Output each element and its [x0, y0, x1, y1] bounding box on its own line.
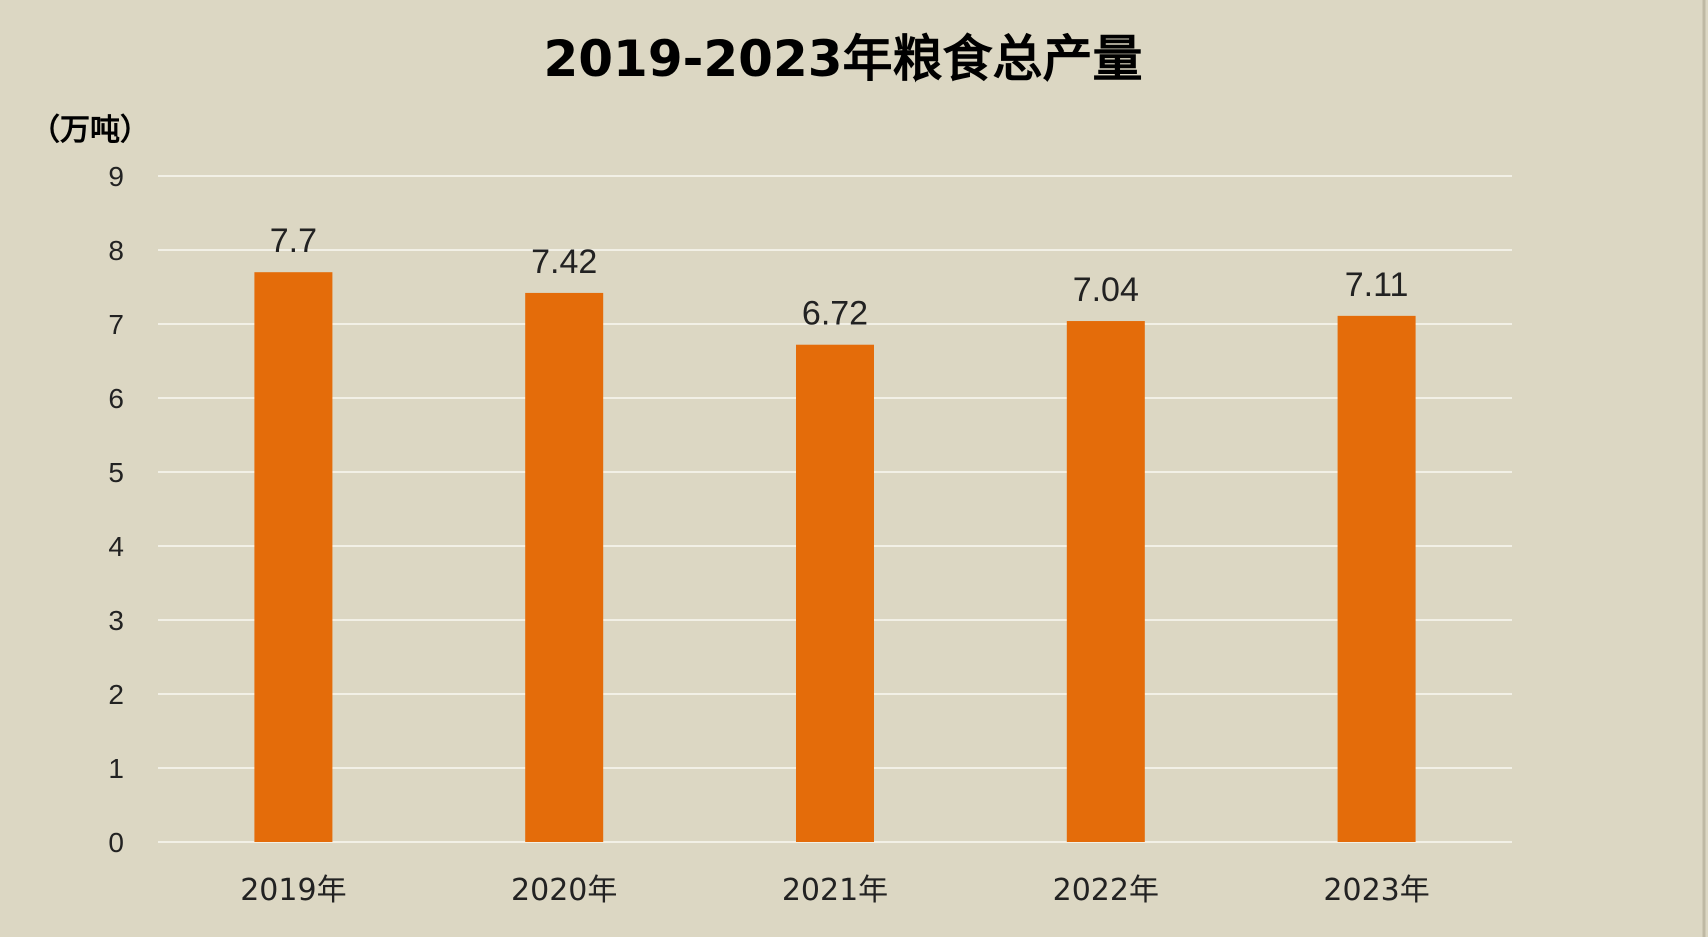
data-labels: 7.7 7.42 6.72 7.04 7.11: [270, 222, 1409, 333]
y-axis-unit-label: （万吨）: [30, 113, 150, 148]
x-category-label: 2022年: [1053, 873, 1159, 908]
bar-1: [254, 272, 333, 842]
y-tick-label: 7: [108, 309, 124, 340]
x-category-label: 2021年: [782, 873, 888, 908]
bar-5: [1337, 315, 1416, 842]
x-category-label: 2020年: [511, 873, 617, 908]
data-label: 7.42: [531, 243, 597, 281]
data-label: 7.04: [1073, 271, 1139, 309]
y-tick-label: 5: [108, 457, 124, 488]
y-tick-label: 8: [108, 235, 124, 266]
data-label: 7.7: [270, 222, 317, 260]
y-axis-ticks: 0 1 2 3 4 5 6 7 8 9: [108, 161, 124, 858]
bars: [254, 272, 1416, 842]
y-tick-label: 9: [108, 161, 124, 192]
y-tick-label: 1: [108, 753, 124, 784]
y-tick-label: 3: [108, 605, 124, 636]
bar-4: [1066, 321, 1145, 842]
y-tick-label: 2: [108, 679, 124, 710]
data-label: 6.72: [802, 295, 868, 333]
x-axis-categories: 2019年 2020年 2021年 2022年 2023年: [240, 873, 1430, 908]
x-category-label: 2023年: [1323, 873, 1429, 908]
bar-2: [525, 292, 604, 842]
x-category-label: 2019年: [240, 873, 346, 908]
data-label: 7.11: [1345, 266, 1409, 304]
chart-title: 2019-2023年粮食总产量: [543, 30, 1142, 88]
bar-3: [796, 344, 874, 842]
y-tick-label: 4: [108, 531, 124, 562]
y-tick-label: 6: [108, 383, 124, 414]
y-tick-label: 0: [108, 827, 124, 858]
